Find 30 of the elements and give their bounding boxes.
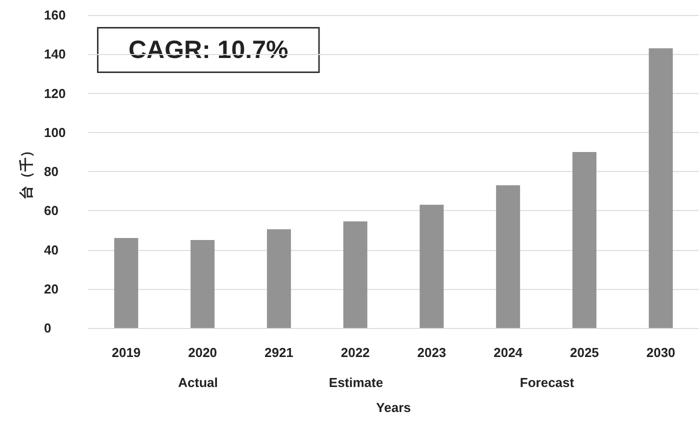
bar: [190, 240, 215, 328]
x-tick-label: 2024: [494, 345, 524, 360]
x-tick-label: 2019: [112, 345, 141, 360]
y-tick-label: 0: [44, 320, 52, 336]
text: Forecast: [520, 375, 575, 390]
x-tick-label: 2023: [417, 345, 446, 360]
y-tick-label: 100: [44, 124, 66, 140]
x-axis-title: Years: [376, 400, 411, 415]
y-tick-label: 160: [44, 8, 66, 22]
x-tick-label: 2025: [570, 345, 599, 360]
y-tick-label: 140: [44, 46, 66, 62]
bar: [343, 221, 368, 328]
x-tick-label: 2020: [188, 345, 218, 360]
y-tick-label: 120: [44, 86, 66, 101]
bar: [572, 152, 596, 328]
bar: [496, 185, 520, 328]
bar: [266, 229, 291, 328]
y-tick-label: 80: [44, 164, 58, 179]
x-tick-label: 2030: [646, 345, 676, 360]
bar: [114, 238, 138, 328]
bar: [420, 204, 444, 328]
y-tick-label: 60: [44, 203, 58, 218]
y-tick-label: 20: [44, 281, 58, 296]
x-tick-label: 2921: [264, 345, 294, 360]
y-tick-label: 40: [44, 242, 58, 258]
text: Estimate: [328, 375, 384, 390]
text: Actual: [178, 375, 218, 390]
y-axis-title: 台（千）: [18, 144, 34, 200]
bar: [648, 48, 673, 328]
x-tick-label: 2022: [340, 345, 370, 360]
